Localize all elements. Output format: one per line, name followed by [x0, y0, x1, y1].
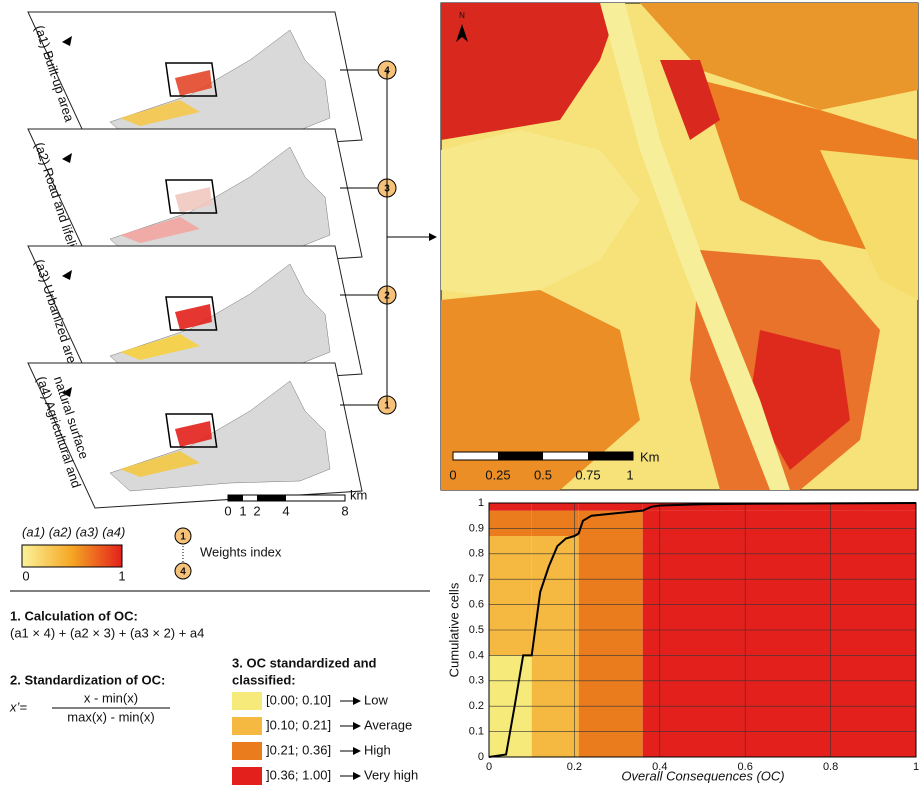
map-scale-label: 0.75 — [575, 467, 600, 482]
layer-scale-label: 1 — [239, 503, 246, 518]
legend-min: 0 — [22, 568, 29, 583]
x-tick-label: 0 — [486, 761, 492, 773]
class-region — [579, 503, 643, 511]
x-axis-label: Overall Consequences (OC) — [621, 768, 784, 783]
step-title: 1. Calculation of OC: — [10, 608, 138, 623]
map-scale-unit: Km — [640, 449, 660, 464]
detail-map — [441, 3, 918, 490]
y-tick-label: 0.9 — [469, 522, 484, 534]
y-tick-label: 0 — [478, 751, 484, 763]
y-tick-label: 0.7 — [469, 573, 484, 585]
class-swatch — [232, 692, 262, 710]
layer-scale-label: 8 — [341, 503, 348, 518]
y-axis-label: Cumulative cells — [446, 582, 461, 677]
std-numerator: x - min(x) — [84, 690, 138, 705]
legend-title: (a1) (a2) (a3) (a4) — [22, 524, 125, 539]
weight-number: 1 — [180, 532, 186, 543]
x-tick-label: 0.8 — [823, 761, 838, 773]
map-scale-label: 0.25 — [485, 467, 510, 482]
class-label: High — [364, 742, 391, 757]
y-tick-label: 0.2 — [469, 700, 484, 712]
class-region — [643, 511, 916, 536]
class-region — [489, 511, 532, 536]
step-title: 2. Standardization of OC: — [10, 672, 165, 687]
class-label: Low — [364, 692, 388, 707]
y-tick-label: 0.8 — [469, 548, 484, 560]
layer-scale-bar — [228, 495, 345, 501]
class-label: Average — [364, 717, 412, 732]
y-tick-label: 0.5 — [469, 624, 484, 636]
std-lhs: x’= — [9, 699, 27, 714]
map-scale-label: 1 — [626, 467, 633, 482]
x-tick-label: 1 — [913, 761, 919, 773]
class-range: ]0.10; 0.21] — [266, 717, 331, 732]
y-tick-label: 0.3 — [469, 675, 484, 687]
weights-label: Weights index — [200, 544, 282, 559]
y-tick-label: 0.4 — [469, 649, 484, 661]
legend-gradient — [22, 545, 122, 567]
figure: 4(a1) Built-up area3(a2) Road and lifeli… — [0, 0, 922, 788]
class-region — [532, 503, 579, 511]
step-formula: (a1 × 4) + (a2 × 3) + (a3 × 2) + a4 — [10, 625, 204, 640]
class-swatch — [232, 742, 262, 760]
layer-scale-label: 2 — [253, 503, 260, 518]
class-region — [532, 511, 579, 536]
class-swatch — [232, 767, 262, 785]
layer-scale-label: 4 — [282, 503, 289, 518]
class-range: ]0.36; 1.00] — [266, 767, 331, 782]
class-legend: [0.00; 0.10] Low ]0.10; 0.21] Average ]0.21;… — [232, 692, 418, 785]
y-tick-label: 0.6 — [469, 599, 484, 611]
step-title: classified: — [232, 672, 296, 687]
y-tick-label: 1 — [478, 497, 484, 509]
std-denominator: max(x) - min(x) — [67, 709, 154, 724]
layer-stack: 4(a1) Built-up area3(a2) Road and lifeli… — [28, 12, 396, 508]
step-title: 3. OC standardized and — [232, 655, 377, 670]
weight-number: 4 — [180, 567, 186, 578]
y-tick-label: 0.1 — [469, 726, 484, 738]
class-label: Very high — [364, 767, 418, 782]
legend-max: 1 — [118, 568, 125, 583]
layer-scale-label: 0 — [224, 503, 231, 518]
map-scale-label: 0 — [449, 467, 456, 482]
north-label: N — [459, 11, 465, 20]
class-swatch — [232, 717, 262, 735]
class-range: ]0.21; 0.36] — [266, 742, 331, 757]
layer-scale-unit: km — [350, 487, 367, 502]
map-scale-label: 0.5 — [534, 467, 552, 482]
x-tick-label: 0.2 — [567, 761, 582, 773]
class-range: [0.00; 0.10] — [266, 692, 331, 707]
class-region — [489, 503, 532, 511]
